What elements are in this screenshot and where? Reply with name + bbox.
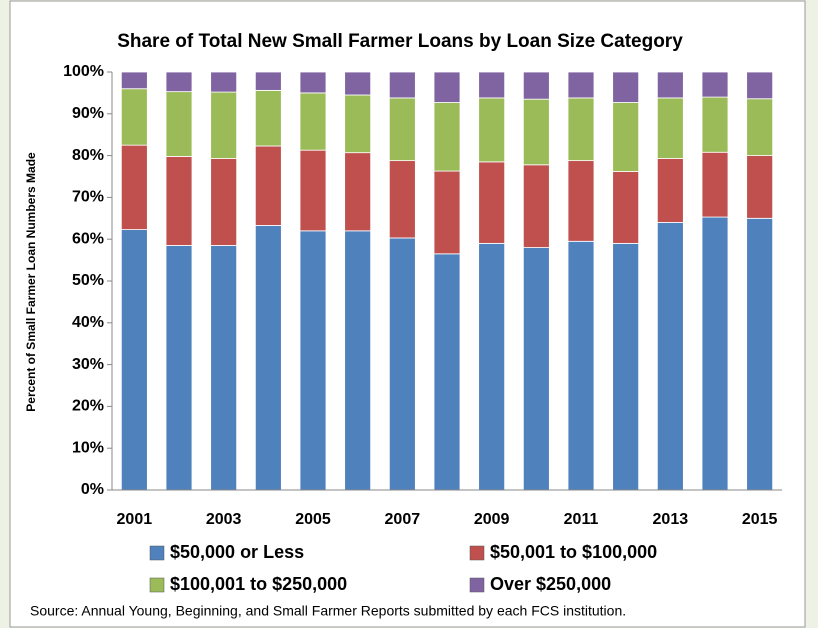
bar-segment: [746, 217, 774, 491]
bar-segment: [254, 145, 282, 226]
legend-label: $100,001 to $250,000: [170, 574, 347, 594]
bar-segment: [478, 161, 506, 244]
bar-segment: [567, 240, 595, 491]
bar-segment: [165, 71, 193, 93]
bar-segment: [612, 242, 640, 491]
bar-segment: [746, 98, 774, 156]
legend-label: $50,001 to $100,000: [490, 542, 657, 562]
bar-segment: [567, 71, 595, 99]
bar-segment: [344, 152, 372, 232]
y-tick-label: 100%: [63, 63, 104, 80]
bar-segment: [612, 102, 640, 172]
bar-segment: [478, 97, 506, 163]
bar-segment: [120, 229, 148, 491]
bar-segment: [433, 102, 461, 172]
bar-segment: [656, 71, 684, 99]
bar-segment: [746, 155, 774, 219]
x-tick-label: 2007: [385, 511, 421, 528]
bar-segment: [388, 97, 416, 162]
legend-swatch: [149, 545, 165, 561]
bar-segment: [120, 144, 148, 230]
bar-segment: [344, 230, 372, 491]
bar-segment: [299, 71, 327, 94]
legend-label: $50,000 or Less: [170, 542, 304, 562]
bar-segment: [522, 71, 550, 100]
bar-segment: [701, 151, 729, 218]
bar-segment: [344, 71, 372, 96]
x-tick-label: 2009: [474, 511, 510, 528]
bar-segment: [656, 97, 684, 159]
x-tick-label: 2011: [564, 511, 599, 528]
y-tick-label: 20%: [72, 398, 104, 415]
bar-segment: [388, 237, 416, 491]
y-axis-title: Percent of Small Farmer Loan Numbers Mad…: [24, 152, 38, 412]
bar-segment: [612, 171, 640, 244]
bar-segment: [478, 71, 506, 99]
bar-segment: [299, 149, 327, 232]
bar-segment: [567, 97, 595, 162]
x-tick-label: 2001: [117, 511, 153, 528]
bar-segment: [254, 225, 282, 491]
legend-label: Over $250,000: [490, 574, 611, 594]
y-tick-label: 0%: [81, 481, 104, 498]
y-tick-label: 30%: [72, 356, 104, 373]
bar-segment: [522, 247, 550, 491]
bar-segment: [210, 71, 238, 93]
y-tick-label: 80%: [72, 147, 104, 164]
bar-segment: [612, 71, 640, 103]
bar-segment: [210, 91, 238, 159]
legend-swatch: [469, 577, 485, 593]
x-tick-label: 2015: [742, 511, 778, 528]
bar-segment: [701, 216, 729, 491]
bar-segment: [388, 71, 416, 99]
bar-segment: [433, 71, 461, 103]
x-tick-label: 2003: [206, 511, 242, 528]
x-tick-label: 2005: [295, 511, 331, 528]
bar-segment: [433, 253, 461, 491]
y-tick-label: 10%: [72, 439, 104, 456]
bar-segment: [165, 91, 193, 157]
chart-title: Share of Total New Small Farmer Loans by…: [117, 31, 683, 52]
bar-segment: [746, 71, 774, 100]
bar-segment: [701, 96, 729, 153]
bar-segment: [388, 160, 416, 239]
bar-segment: [433, 170, 461, 255]
bar-segment: [165, 245, 193, 491]
y-tick-label: 90%: [72, 105, 104, 122]
legend-swatch: [149, 577, 165, 593]
bar-segment: [478, 242, 506, 491]
bar-segment: [522, 164, 550, 248]
bar-segment: [299, 92, 327, 151]
legend-swatch: [469, 545, 485, 561]
y-tick-label: 70%: [72, 189, 104, 206]
bar-segment: [165, 156, 193, 246]
bar-segment: [567, 160, 595, 242]
bar-segment: [120, 71, 148, 90]
bar-segment: [210, 158, 238, 246]
bar-segment: [522, 98, 550, 166]
bar-segment: [344, 94, 372, 154]
y-tick-label: 40%: [72, 314, 104, 331]
bar-segment: [656, 158, 684, 223]
source-note: Source: Annual Young, Beginning, and Sma…: [30, 603, 626, 619]
bar-segment: [701, 71, 729, 98]
bar-segment: [299, 230, 327, 491]
x-tick-label: 2013: [653, 511, 689, 528]
y-tick-label: 50%: [72, 272, 104, 289]
bar-segment: [254, 71, 282, 91]
y-tick-label: 60%: [72, 230, 104, 247]
bar-segment: [120, 88, 148, 146]
bar-segment: [210, 245, 238, 491]
bar-segment: [254, 89, 282, 147]
bar-segment: [656, 222, 684, 491]
